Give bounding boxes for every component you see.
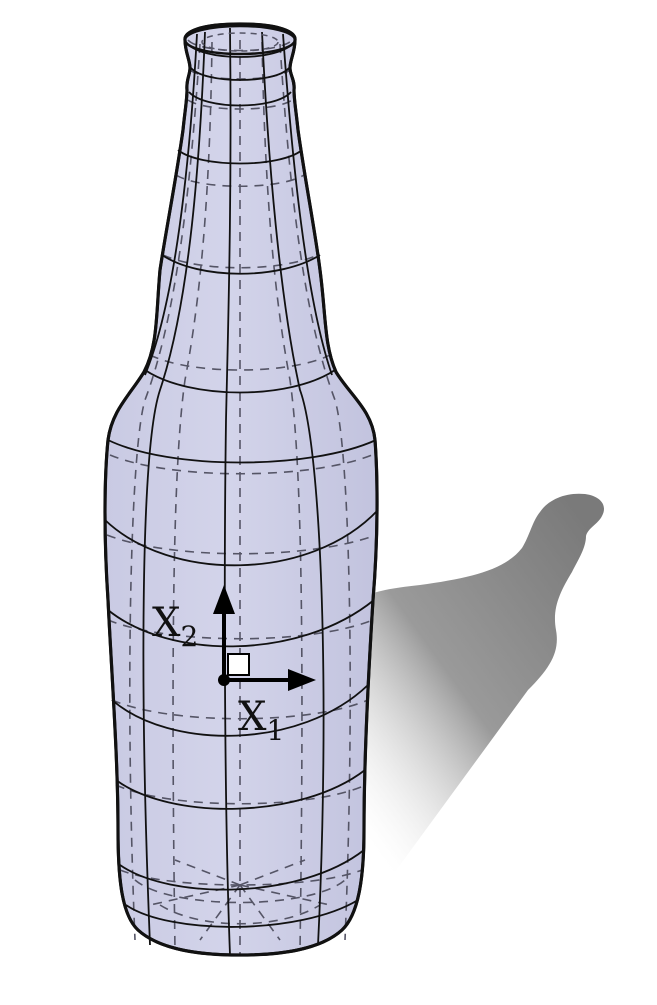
right-angle-marker: [227, 653, 250, 676]
x2-arrowhead: [213, 585, 235, 614]
hidden-grid-lines: [106, 39, 377, 955]
bottle-shadow: [360, 493, 605, 900]
coordinate-axes: X2 X1: [152, 585, 316, 747]
bottle-outline: [103, 22, 379, 957]
origin-point: [218, 674, 230, 686]
x2-label: X2: [152, 600, 198, 653]
x1-arrowhead: [288, 669, 316, 691]
bottle-mouth: [183, 24, 297, 56]
bottle-mouth-inner: [201, 32, 279, 52]
x1-label: X1: [238, 694, 284, 747]
